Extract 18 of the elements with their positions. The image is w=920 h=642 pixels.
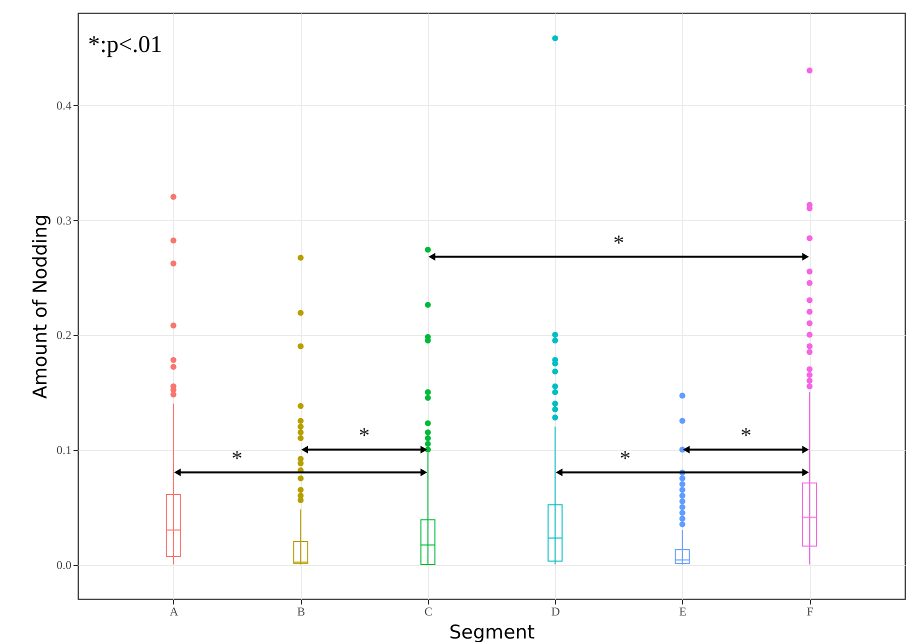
y-axis-title: Amount of Nodding — [30, 214, 52, 399]
y-tick-label: 0.2 — [56, 328, 72, 342]
y-tick-label: 0.3 — [56, 213, 72, 228]
annotation: * — [620, 445, 631, 470]
x-tick-label: F — [806, 604, 814, 618]
annotation: *:p<.01 — [88, 32, 162, 58]
x-tick-label: B — [297, 604, 306, 618]
x-tick-label: D — [551, 604, 560, 618]
x-tick-label: C — [424, 604, 432, 618]
annotation: * — [740, 422, 752, 448]
annotation: * — [613, 230, 624, 255]
annotation: * — [232, 445, 243, 470]
annotation: * — [358, 422, 370, 448]
x-tick-label: A — [170, 604, 179, 618]
y-tick-label: 0.0 — [56, 558, 72, 572]
y-tick-label: 0.4 — [56, 98, 72, 112]
y-tick-label: 0.1 — [56, 443, 72, 458]
x-tick-label: E — [679, 604, 687, 618]
